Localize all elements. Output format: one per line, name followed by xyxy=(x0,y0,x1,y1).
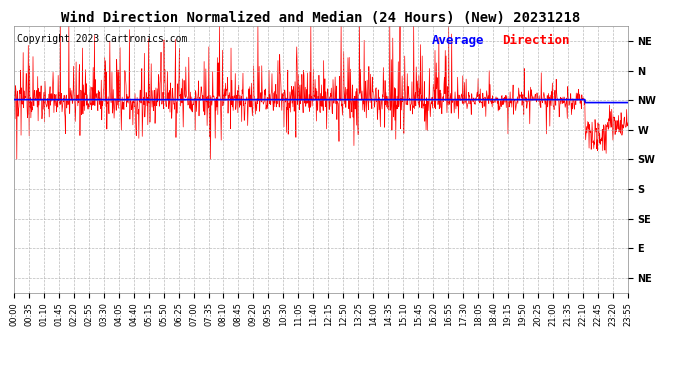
Text: Average: Average xyxy=(431,34,484,47)
Text: Copyright 2023 Cartronics.com: Copyright 2023 Cartronics.com xyxy=(17,34,187,44)
Title: Wind Direction Normalized and Median (24 Hours) (New) 20231218: Wind Direction Normalized and Median (24… xyxy=(61,11,580,25)
Text: Direction: Direction xyxy=(502,34,569,47)
